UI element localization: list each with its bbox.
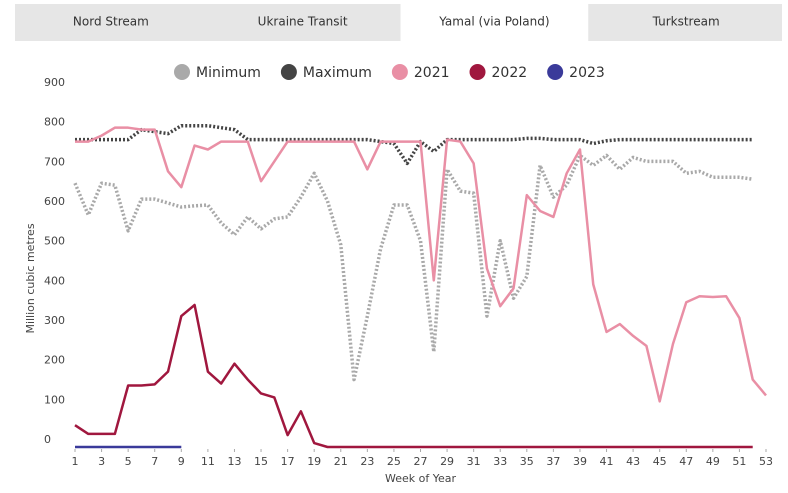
x-tick-label: 39 [573, 455, 587, 468]
legend-marker [547, 64, 564, 80]
series-line [75, 123, 753, 166]
y-axis-label: Million cubic metres [24, 223, 37, 333]
x-tick-label: 53 [759, 455, 773, 468]
x-tick-label: 3 [98, 455, 105, 468]
tab-label: Ukraine Transit [258, 15, 348, 29]
tab[interactable]: Turkstream [590, 4, 782, 41]
x-tick-label: 9 [178, 455, 185, 468]
x-tick-label: 51 [732, 455, 746, 468]
y-tick-label: 300 [44, 314, 65, 327]
tab-background [206, 4, 399, 41]
y-tick-label: 200 [44, 354, 65, 367]
x-tick-label: 7 [151, 455, 158, 468]
series-line [73, 153, 753, 382]
x-tick-label: 5 [125, 455, 132, 468]
legend-label: 2022 [492, 65, 528, 81]
y-tick-label: 0 [44, 433, 51, 446]
tab-background [590, 4, 782, 41]
y-tick-label: 700 [44, 155, 65, 168]
x-tick-label: 29 [440, 455, 454, 468]
series-line [75, 126, 767, 403]
legend-marker [280, 64, 297, 80]
tab-label: Nord Stream [73, 15, 149, 29]
y-tick-label: 100 [44, 393, 65, 406]
x-tick-label: 25 [387, 455, 401, 468]
x-tick-label: 31 [467, 455, 481, 468]
legend-marker [174, 64, 190, 80]
y-tick-label: 600 [44, 195, 65, 208]
x-tick-label: 19 [307, 455, 321, 468]
x-tick-label: 27 [414, 455, 428, 468]
legend-label: Maximum [303, 65, 372, 81]
x-tick-label: 13 [227, 455, 241, 468]
x-tick-label: 35 [520, 455, 534, 468]
series-line [74, 303, 753, 449]
x-tick-label: 17 [281, 455, 295, 468]
x-tick-label: 33 [493, 455, 507, 468]
legend-label: 2023 [569, 65, 605, 81]
y-tick-label: 900 [44, 76, 65, 89]
x-tick-label: 15 [254, 455, 268, 468]
legend-marker [469, 64, 486, 80]
x-tick-label: 49 [706, 455, 720, 468]
y-tick-label: 500 [44, 235, 65, 248]
x-tick-label: 45 [653, 455, 667, 468]
x-tick-label: 41 [600, 455, 614, 468]
tab[interactable]: Nord Stream [15, 4, 207, 41]
legend-label: Minimum [196, 65, 261, 81]
x-tick-label: 1 [72, 455, 79, 468]
tab[interactable]: Ukraine Transit [206, 4, 399, 41]
x-tick-label: 11 [201, 455, 215, 468]
legend-label: 2021 [414, 65, 450, 81]
tab-label: Yamal (via Poland) [438, 15, 549, 29]
x-axis-label: Week of Year [385, 472, 456, 485]
x-tick-label: 37 [546, 455, 560, 468]
tab-background [15, 4, 207, 41]
x-tick-label: 47 [679, 455, 693, 468]
x-tick-label: 21 [334, 455, 348, 468]
x-tick-label: 23 [360, 455, 374, 468]
tab[interactable]: Yamal (via Poland) [400, 4, 589, 41]
y-tick-label: 400 [44, 274, 65, 287]
y-tick-label: 800 [44, 116, 65, 129]
legend-marker [391, 64, 408, 80]
x-tick-label: 43 [626, 455, 640, 468]
tab-background [400, 4, 589, 41]
tab-label: Turkstream [652, 15, 720, 29]
